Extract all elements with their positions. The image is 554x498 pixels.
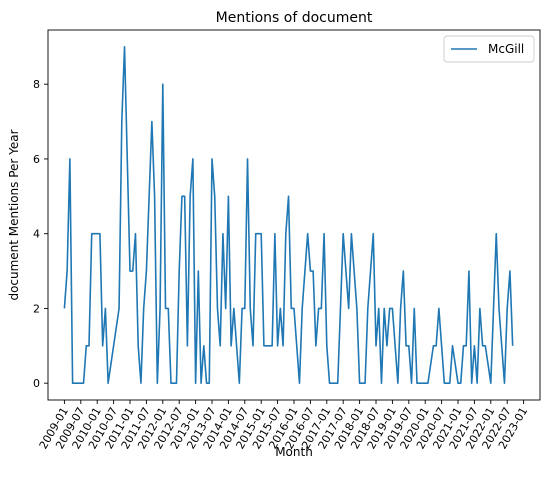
- y-tick-label: 8: [33, 78, 40, 91]
- plot-area: 0 2 4 6 8 2009-012009-072010-012010-072011-0…: [33, 29, 541, 451]
- legend: McGill: [443, 35, 535, 63]
- y-tick-label: 2: [33, 302, 40, 315]
- x-axis-label: Month: [275, 445, 313, 459]
- y-axis-label: document Mentions Per Year: [7, 129, 21, 300]
- legend-box: [443, 35, 535, 63]
- y-tick-label: 0: [33, 377, 40, 390]
- plot-frame: [47, 29, 541, 401]
- y-tick-label: 6: [33, 153, 40, 166]
- y-tick-label: 4: [33, 228, 40, 241]
- legend-label: McGill: [488, 42, 524, 56]
- x-axis: 2009-012009-072010-012010-072011-012011-…: [37, 400, 530, 451]
- chart-title: Mentions of document: [216, 10, 373, 26]
- series-line-mcgill: [63, 46, 514, 384]
- y-axis: 0 2 4 6 8: [33, 78, 48, 390]
